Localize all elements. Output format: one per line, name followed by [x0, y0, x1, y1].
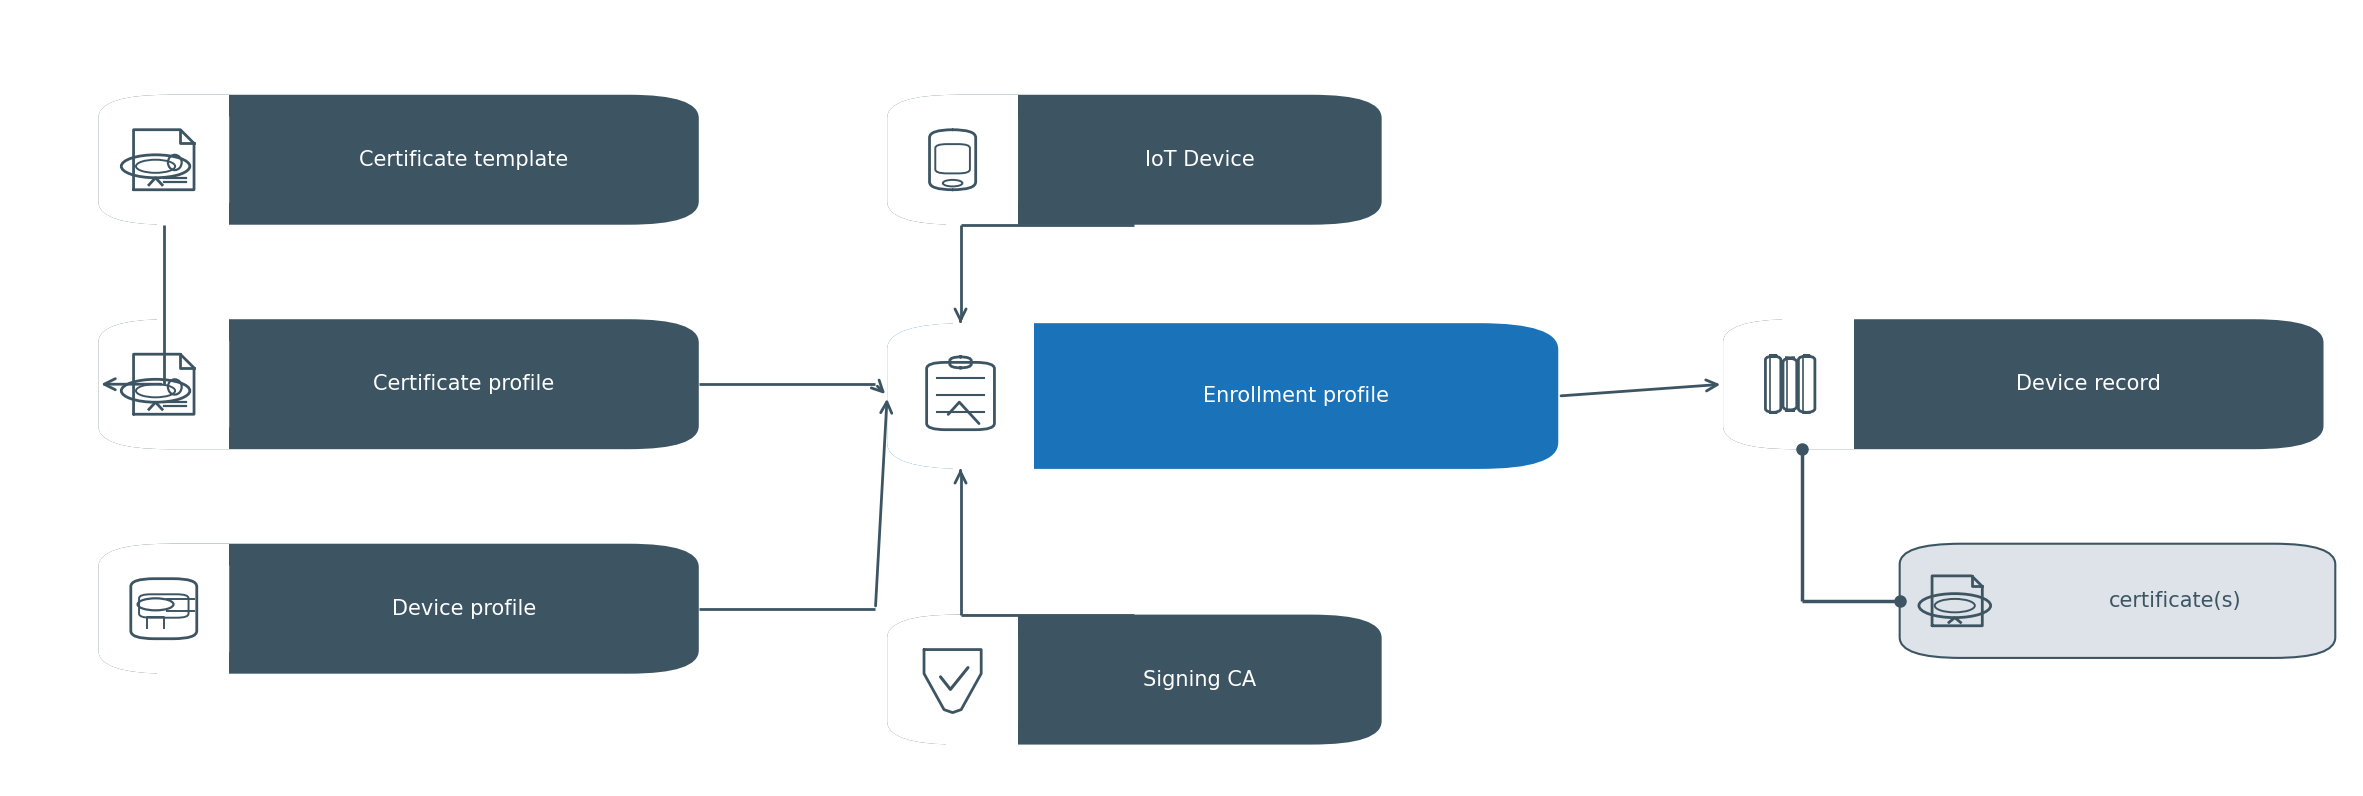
FancyBboxPatch shape [99, 544, 229, 673]
Text: IoT Device: IoT Device [1146, 150, 1255, 170]
FancyBboxPatch shape [99, 95, 229, 224]
Bar [158, 544, 229, 673]
FancyBboxPatch shape [1900, 544, 2335, 658]
Bar [1782, 319, 1855, 449]
Text: certificate(s): certificate(s) [2108, 591, 2240, 611]
Bar [158, 95, 229, 224]
Text: Enrollment profile: Enrollment profile [1203, 386, 1389, 406]
FancyBboxPatch shape [886, 95, 1382, 224]
FancyBboxPatch shape [99, 95, 699, 224]
Bar [158, 319, 229, 449]
FancyBboxPatch shape [1723, 319, 2323, 449]
Text: Device profile: Device profile [392, 599, 536, 618]
FancyBboxPatch shape [886, 323, 1557, 469]
Text: Certificate template: Certificate template [359, 150, 569, 170]
FancyBboxPatch shape [99, 319, 229, 449]
Text: Certificate profile: Certificate profile [373, 374, 555, 394]
FancyBboxPatch shape [886, 615, 1382, 744]
Bar [952, 323, 1035, 469]
FancyBboxPatch shape [886, 615, 1018, 744]
FancyBboxPatch shape [886, 323, 1035, 469]
FancyBboxPatch shape [1900, 544, 2335, 658]
FancyBboxPatch shape [99, 319, 699, 449]
FancyBboxPatch shape [99, 544, 699, 673]
Bar [945, 95, 1018, 224]
Text: Device record: Device record [2016, 374, 2162, 394]
FancyBboxPatch shape [1723, 319, 1855, 449]
Text: Signing CA: Signing CA [1144, 669, 1257, 689]
Bar [945, 615, 1018, 744]
FancyBboxPatch shape [886, 95, 1018, 224]
